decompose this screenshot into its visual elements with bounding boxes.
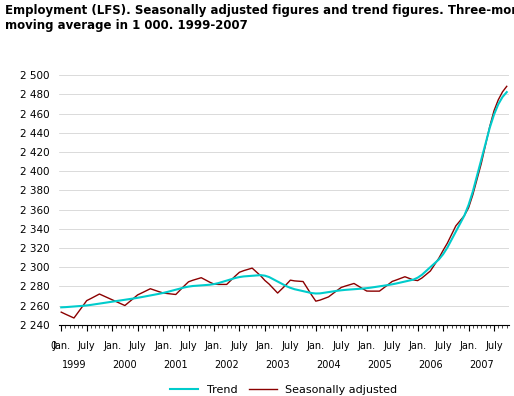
Text: Jan.: Jan. <box>460 341 478 350</box>
Text: Employment (LFS). Seasonally adjusted figures and trend figures. Three-month
mov: Employment (LFS). Seasonally adjusted fi… <box>5 4 514 32</box>
Text: 2000: 2000 <box>113 360 137 370</box>
Text: 2004: 2004 <box>316 360 341 370</box>
Text: Jan.: Jan. <box>256 341 274 350</box>
Text: 2006: 2006 <box>418 360 443 370</box>
Text: Jan.: Jan. <box>358 341 376 350</box>
Text: July: July <box>485 341 503 350</box>
Text: Jan.: Jan. <box>409 341 427 350</box>
Text: July: July <box>180 341 197 350</box>
Text: July: July <box>231 341 248 350</box>
Text: July: July <box>129 341 146 350</box>
Text: 1999: 1999 <box>62 360 86 370</box>
Text: July: July <box>78 341 96 350</box>
Text: July: July <box>333 341 350 350</box>
Text: Jan.: Jan. <box>154 341 172 350</box>
Text: 2003: 2003 <box>265 360 290 370</box>
Text: 2005: 2005 <box>367 360 392 370</box>
Text: July: July <box>282 341 299 350</box>
Text: 0: 0 <box>50 341 57 350</box>
Text: 2001: 2001 <box>163 360 188 370</box>
Text: Jan.: Jan. <box>103 341 121 350</box>
Text: Jan.: Jan. <box>205 341 223 350</box>
Text: 2007: 2007 <box>469 360 493 370</box>
Text: 2002: 2002 <box>214 360 239 370</box>
Text: Jan.: Jan. <box>52 341 70 350</box>
Text: Jan.: Jan. <box>307 341 325 350</box>
Legend: Trend, Seasonally adjusted: Trend, Seasonally adjusted <box>166 380 402 396</box>
Text: July: July <box>383 341 401 350</box>
Text: July: July <box>434 341 452 350</box>
